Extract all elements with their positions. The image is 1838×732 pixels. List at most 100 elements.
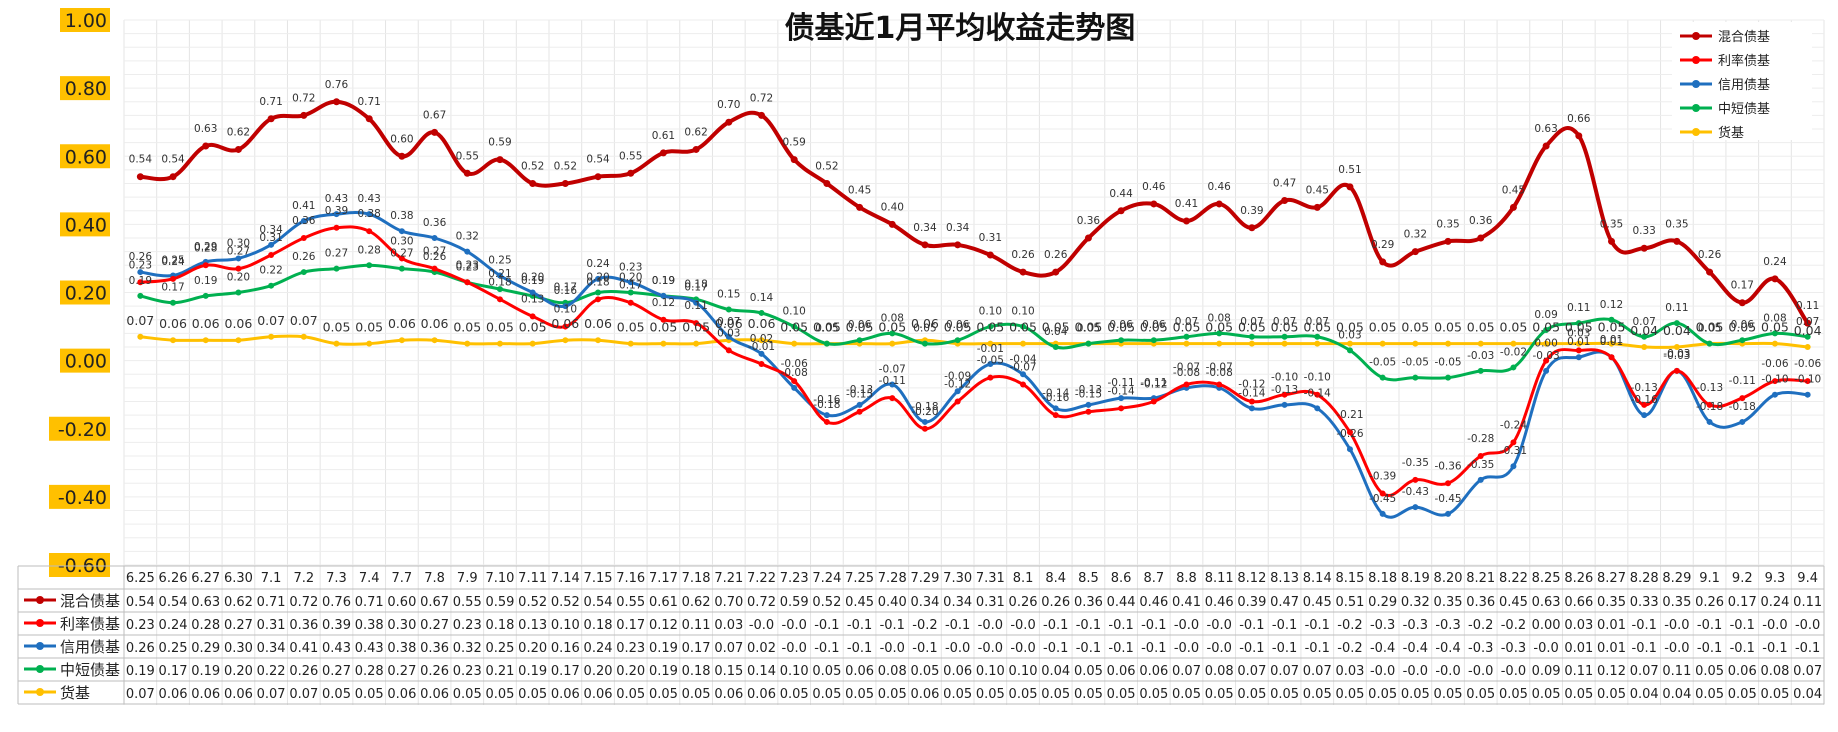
- data-point: [986, 251, 994, 259]
- y-tick-highlight: [60, 280, 110, 305]
- x-tick-label: 7.28: [878, 571, 907, 586]
- data-label: 0.08: [1763, 312, 1786, 324]
- data-point: [1510, 439, 1517, 446]
- table-cell: 0.55: [616, 595, 645, 610]
- data-point: [595, 289, 602, 296]
- table-cell: -0.0: [1468, 664, 1493, 679]
- data-label: 0.35: [1665, 218, 1688, 230]
- table-series-name: 货基: [60, 684, 90, 702]
- data-label: -0.02: [1500, 346, 1527, 358]
- data-label: 0.71: [357, 96, 380, 108]
- data-point: [1183, 217, 1190, 225]
- data-label: -0.16: [1042, 392, 1069, 404]
- data-point: [693, 320, 700, 327]
- data-label: 0.07: [717, 316, 740, 328]
- data-label: 0.18: [488, 276, 511, 288]
- table-cell: 0.18: [682, 664, 711, 679]
- y-tick-highlight: [49, 416, 110, 441]
- data-point: [693, 340, 700, 347]
- table-cell: 0.38: [355, 618, 384, 633]
- table-cell: -0.0: [1207, 618, 1232, 633]
- table-cell: 0.07: [289, 687, 318, 702]
- data-point: [1445, 510, 1452, 517]
- data-point: [333, 98, 340, 106]
- table-legend-marker: [36, 596, 44, 604]
- table-cell: 0.06: [747, 687, 776, 702]
- data-label: 0.07: [126, 313, 154, 328]
- data-point: [562, 303, 569, 310]
- table-legend-marker: [36, 642, 44, 650]
- data-point: [1445, 480, 1452, 487]
- data-label: 0.21: [488, 268, 511, 280]
- data-label: 0.05: [815, 323, 838, 335]
- data-point: [137, 269, 144, 276]
- data-point: [1673, 367, 1680, 374]
- data-point: [987, 340, 994, 347]
- data-point: [464, 248, 471, 255]
- data-point: [1314, 405, 1321, 412]
- table-cell: 0.05: [845, 687, 874, 702]
- data-label: 0.06: [848, 319, 872, 331]
- x-tick-label: 7.9: [457, 571, 478, 586]
- data-point: [496, 340, 503, 347]
- data-point: [856, 401, 863, 408]
- data-label: -0.11: [1108, 377, 1135, 389]
- series-line-1: [140, 99, 1810, 325]
- legend-label: 中短债基: [1718, 102, 1770, 117]
- table-cell: 0.23: [453, 664, 482, 679]
- table-cell: 0.30: [387, 618, 416, 633]
- data-label: -0.43: [1402, 486, 1429, 498]
- table-cell: 0.06: [943, 664, 972, 679]
- table-cell: 0.24: [584, 641, 613, 656]
- series-line-4: [140, 263, 1808, 382]
- table-cell: 0.03: [1564, 618, 1593, 633]
- data-point: [921, 425, 928, 432]
- data-label: 0.19: [652, 275, 675, 287]
- data-point: [1020, 340, 1027, 347]
- table-cell: 0.41: [289, 641, 318, 656]
- data-point: [136, 173, 144, 181]
- data-point: [561, 180, 569, 187]
- table-cell: -0.1: [880, 618, 905, 633]
- x-tick-label: 8.25: [1532, 571, 1561, 586]
- table-cell: 0.33: [1630, 595, 1659, 610]
- data-point: [1118, 337, 1125, 344]
- data-point: [595, 337, 602, 344]
- y-tick-highlight: [49, 553, 110, 577]
- data-point: [1379, 258, 1387, 266]
- data-label: 0.40: [881, 201, 904, 213]
- data-point: [1084, 234, 1092, 242]
- data-point: [1804, 344, 1811, 350]
- data-point: [268, 333, 275, 340]
- table-cell: -0.0: [1174, 641, 1199, 656]
- data-label: -0.45: [1369, 493, 1396, 505]
- data-point: [202, 142, 210, 150]
- table-cell: -0.1: [1795, 641, 1820, 656]
- table-cell: 0.72: [289, 595, 318, 610]
- data-label: -0.13: [1696, 382, 1723, 394]
- data-label: -0.03: [1663, 350, 1690, 362]
- data-point: [889, 330, 896, 337]
- data-label: 0.62: [684, 126, 707, 138]
- data-label: 0.67: [423, 109, 446, 121]
- data-label: 0.24: [586, 258, 610, 270]
- data-point: [594, 173, 602, 181]
- data-point: [1183, 333, 1190, 340]
- data-label: 0.06: [1142, 319, 1166, 331]
- table-cell: 0.05: [976, 687, 1005, 702]
- data-point: [529, 180, 537, 187]
- data-point: [333, 224, 340, 231]
- data-point: [1346, 429, 1353, 436]
- data-label: 0.28: [357, 244, 380, 256]
- table-cell: 0.43: [322, 641, 351, 656]
- x-tick-label: 8.27: [1597, 571, 1626, 586]
- table-cell: -0.0: [945, 641, 970, 656]
- data-label: 0.05: [1761, 320, 1789, 335]
- data-point: [1150, 200, 1158, 208]
- data-point: [627, 289, 634, 296]
- data-label: 0.32: [456, 231, 479, 243]
- data-label: -0.09: [944, 370, 971, 382]
- table-cell: 0.62: [224, 595, 253, 610]
- table-cell: 0.40: [878, 595, 907, 610]
